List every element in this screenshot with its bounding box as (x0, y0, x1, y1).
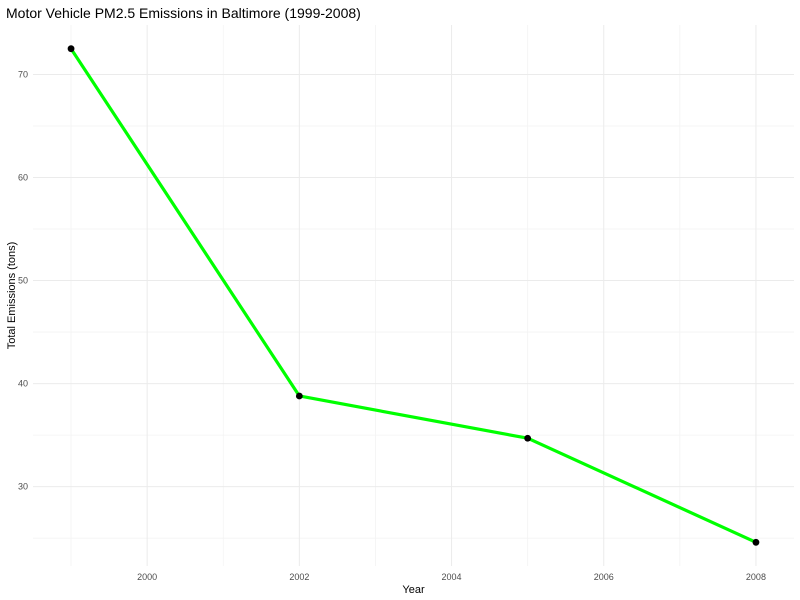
series-line (69, 47, 758, 544)
tick-labels: 2000 2002 2004 2006 2008 30 40 50 60 70 (18, 69, 766, 582)
x-axis-title: Year (402, 584, 425, 596)
data-point (295, 392, 303, 400)
x-tick-label: 2002 (289, 572, 309, 582)
data-point (67, 45, 75, 53)
grid-lines (33, 25, 794, 566)
y-axis-title: Total Emissions (tons) (6, 242, 18, 350)
data-series (69, 47, 758, 544)
x-tick-label: 2000 (137, 572, 157, 582)
y-tick-label: 70 (18, 69, 28, 79)
y-tick-label: 30 (18, 482, 28, 492)
data-points (67, 45, 760, 546)
data-point (524, 434, 532, 442)
chart-title: Motor Vehicle PM2.5 Emissions in Baltimo… (6, 5, 361, 21)
y-tick-label: 50 (18, 276, 28, 286)
y-tick-label: 60 (18, 173, 28, 183)
x-tick-label: 2004 (442, 572, 462, 582)
x-tick-label: 2008 (746, 572, 766, 582)
y-tick-label: 40 (18, 379, 28, 389)
x-tick-label: 2006 (594, 572, 614, 582)
data-point (752, 538, 760, 546)
